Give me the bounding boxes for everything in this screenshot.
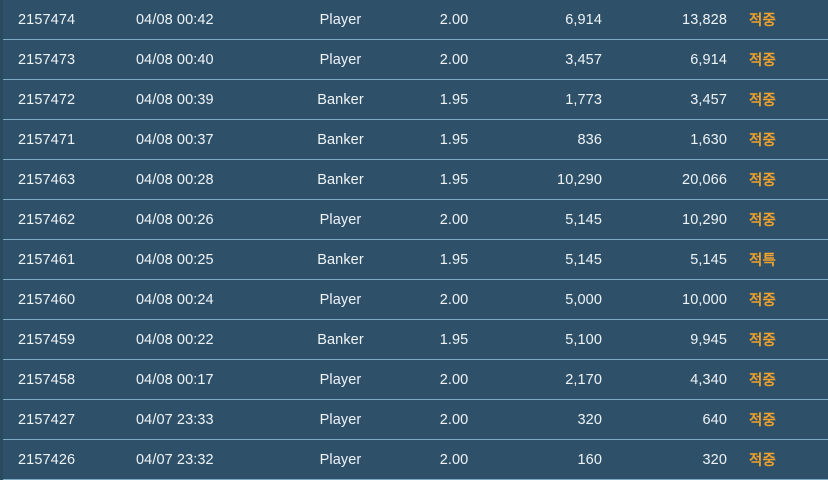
cell-payout: 13,828 [682,11,727,28]
table-row[interactable]: 2157459 04/08 00:22 Banker 1.95 5,100 9,945 적중 [0,320,828,360]
cell-stake: 6,914 [565,11,602,28]
cell-stake: 1,773 [565,91,602,108]
cell-id: 2157459 [18,331,76,348]
cell-bet-type: Player [319,11,362,28]
cell-odds: 2.00 [439,211,469,228]
cell-id: 2157426 [18,451,76,468]
cell-odds: 2.00 [439,11,469,28]
cell-bet-type: Banker [317,131,364,148]
cell-status: 적중 [749,173,776,189]
cell-datetime: 04/07 23:32 [136,451,214,468]
cell-status: 적중 [749,373,776,389]
cell-payout: 640 [702,411,727,428]
cell-datetime: 04/08 00:28 [136,171,214,188]
cell-payout: 10,290 [682,211,727,228]
cell-id: 2157473 [18,51,76,68]
cell-datetime: 04/08 00:26 [136,211,214,228]
cell-id: 2157474 [18,11,76,28]
cell-status: 적중 [749,53,776,69]
table-row[interactable]: 2157427 04/07 23:33 Player 2.00 320 640 적중 [0,400,828,440]
cell-id: 2157472 [18,91,76,108]
cell-status: 적중 [749,13,776,29]
cell-stake: 836 [577,131,602,148]
cell-payout: 3,457 [690,91,727,108]
cell-bet-type: Player [319,51,362,68]
cell-bet-type: Player [319,291,362,308]
cell-stake: 5,000 [565,291,602,308]
table-row[interactable]: 2157472 04/08 00:39 Banker 1.95 1,773 3,457 적중 [0,80,828,120]
cell-odds: 1.95 [439,131,469,148]
table-row[interactable]: 2157473 04/08 00:40 Player 2.00 3,457 6,914 적중 [0,40,828,80]
cell-odds: 2.00 [439,51,469,68]
cell-datetime: 04/08 00:40 [136,51,214,68]
cell-status: 적중 [749,213,776,229]
table-row[interactable]: 2157458 04/08 00:17 Player 2.00 2,170 4,340 적중 [0,360,828,400]
cell-odds: 1.95 [439,171,469,188]
cell-bet-type: Banker [317,171,364,188]
cell-bet-type: Player [319,371,362,388]
cell-payout: 4,340 [690,371,727,388]
cell-datetime: 04/08 00:42 [136,11,214,28]
cell-stake: 320 [577,411,602,428]
cell-bet-type: Player [319,211,362,228]
cell-stake: 3,457 [565,51,602,68]
cell-id: 2157461 [18,251,76,268]
cell-stake: 5,145 [565,251,602,268]
cell-status: 적특 [749,253,776,269]
cell-status: 적중 [749,453,776,469]
cell-id: 2157460 [18,291,76,308]
left-edge-strip [0,0,3,480]
cell-bet-type: Banker [317,91,364,108]
cell-payout: 320 [702,451,727,468]
cell-odds: 1.95 [439,91,469,108]
cell-status: 적중 [749,333,776,349]
table-row[interactable]: 2157474 04/08 00:42 Player 2.00 6,914 13,828 적… [0,0,828,40]
cell-datetime: 04/08 00:37 [136,131,214,148]
cell-bet-type: Player [319,411,362,428]
cell-datetime: 04/08 00:17 [136,371,214,388]
cell-datetime: 04/07 23:33 [136,411,214,428]
cell-status: 적중 [749,293,776,309]
cell-payout: 20,066 [682,171,727,188]
cell-id: 2157458 [18,371,76,388]
cell-stake: 160 [577,451,602,468]
cell-status: 적중 [749,93,776,109]
cell-odds: 2.00 [439,411,469,428]
cell-datetime: 04/08 00:39 [136,91,214,108]
table-row[interactable]: 2157463 04/08 00:28 Banker 1.95 10,290 20,066… [0,160,828,200]
cell-odds: 1.95 [439,331,469,348]
cell-stake: 5,100 [565,331,602,348]
cell-datetime: 04/08 00:24 [136,291,214,308]
cell-bet-type: Player [319,451,362,468]
cell-datetime: 04/08 00:22 [136,331,214,348]
cell-id: 2157427 [18,411,76,428]
cell-id: 2157471 [18,131,76,148]
cell-payout: 5,145 [690,251,727,268]
cell-odds: 2.00 [439,451,469,468]
cell-payout: 6,914 [690,51,727,68]
cell-status: 적중 [749,413,776,429]
table-row[interactable]: 2157426 04/07 23:32 Player 2.00 160 320 적중 [0,440,828,480]
cell-bet-type: Banker [317,331,364,348]
table-row[interactable]: 2157471 04/08 00:37 Banker 1.95 836 1,630 적중 [0,120,828,160]
table-row[interactable]: 2157460 04/08 00:24 Player 2.00 5,000 10,000 적… [0,280,828,320]
cell-datetime: 04/08 00:25 [136,251,214,268]
cell-stake: 2,170 [565,371,602,388]
cell-payout: 1,630 [690,131,727,148]
cell-status: 적중 [749,133,776,149]
cell-odds: 2.00 [439,371,469,388]
cell-payout: 10,000 [682,291,727,308]
cell-bet-type: Banker [317,251,364,268]
cell-odds: 2.00 [439,291,469,308]
table-row[interactable]: 2157461 04/08 00:25 Banker 1.95 5,145 5,145 적특 [0,240,828,280]
cell-payout: 9,945 [690,331,727,348]
cell-id: 2157463 [18,171,76,188]
cell-odds: 1.95 [439,251,469,268]
cell-id: 2157462 [18,211,76,228]
table-row[interactable]: 2157462 04/08 00:26 Player 2.00 5,145 10,290 적… [0,200,828,240]
cell-stake: 5,145 [565,211,602,228]
cell-stake: 10,290 [557,171,602,188]
